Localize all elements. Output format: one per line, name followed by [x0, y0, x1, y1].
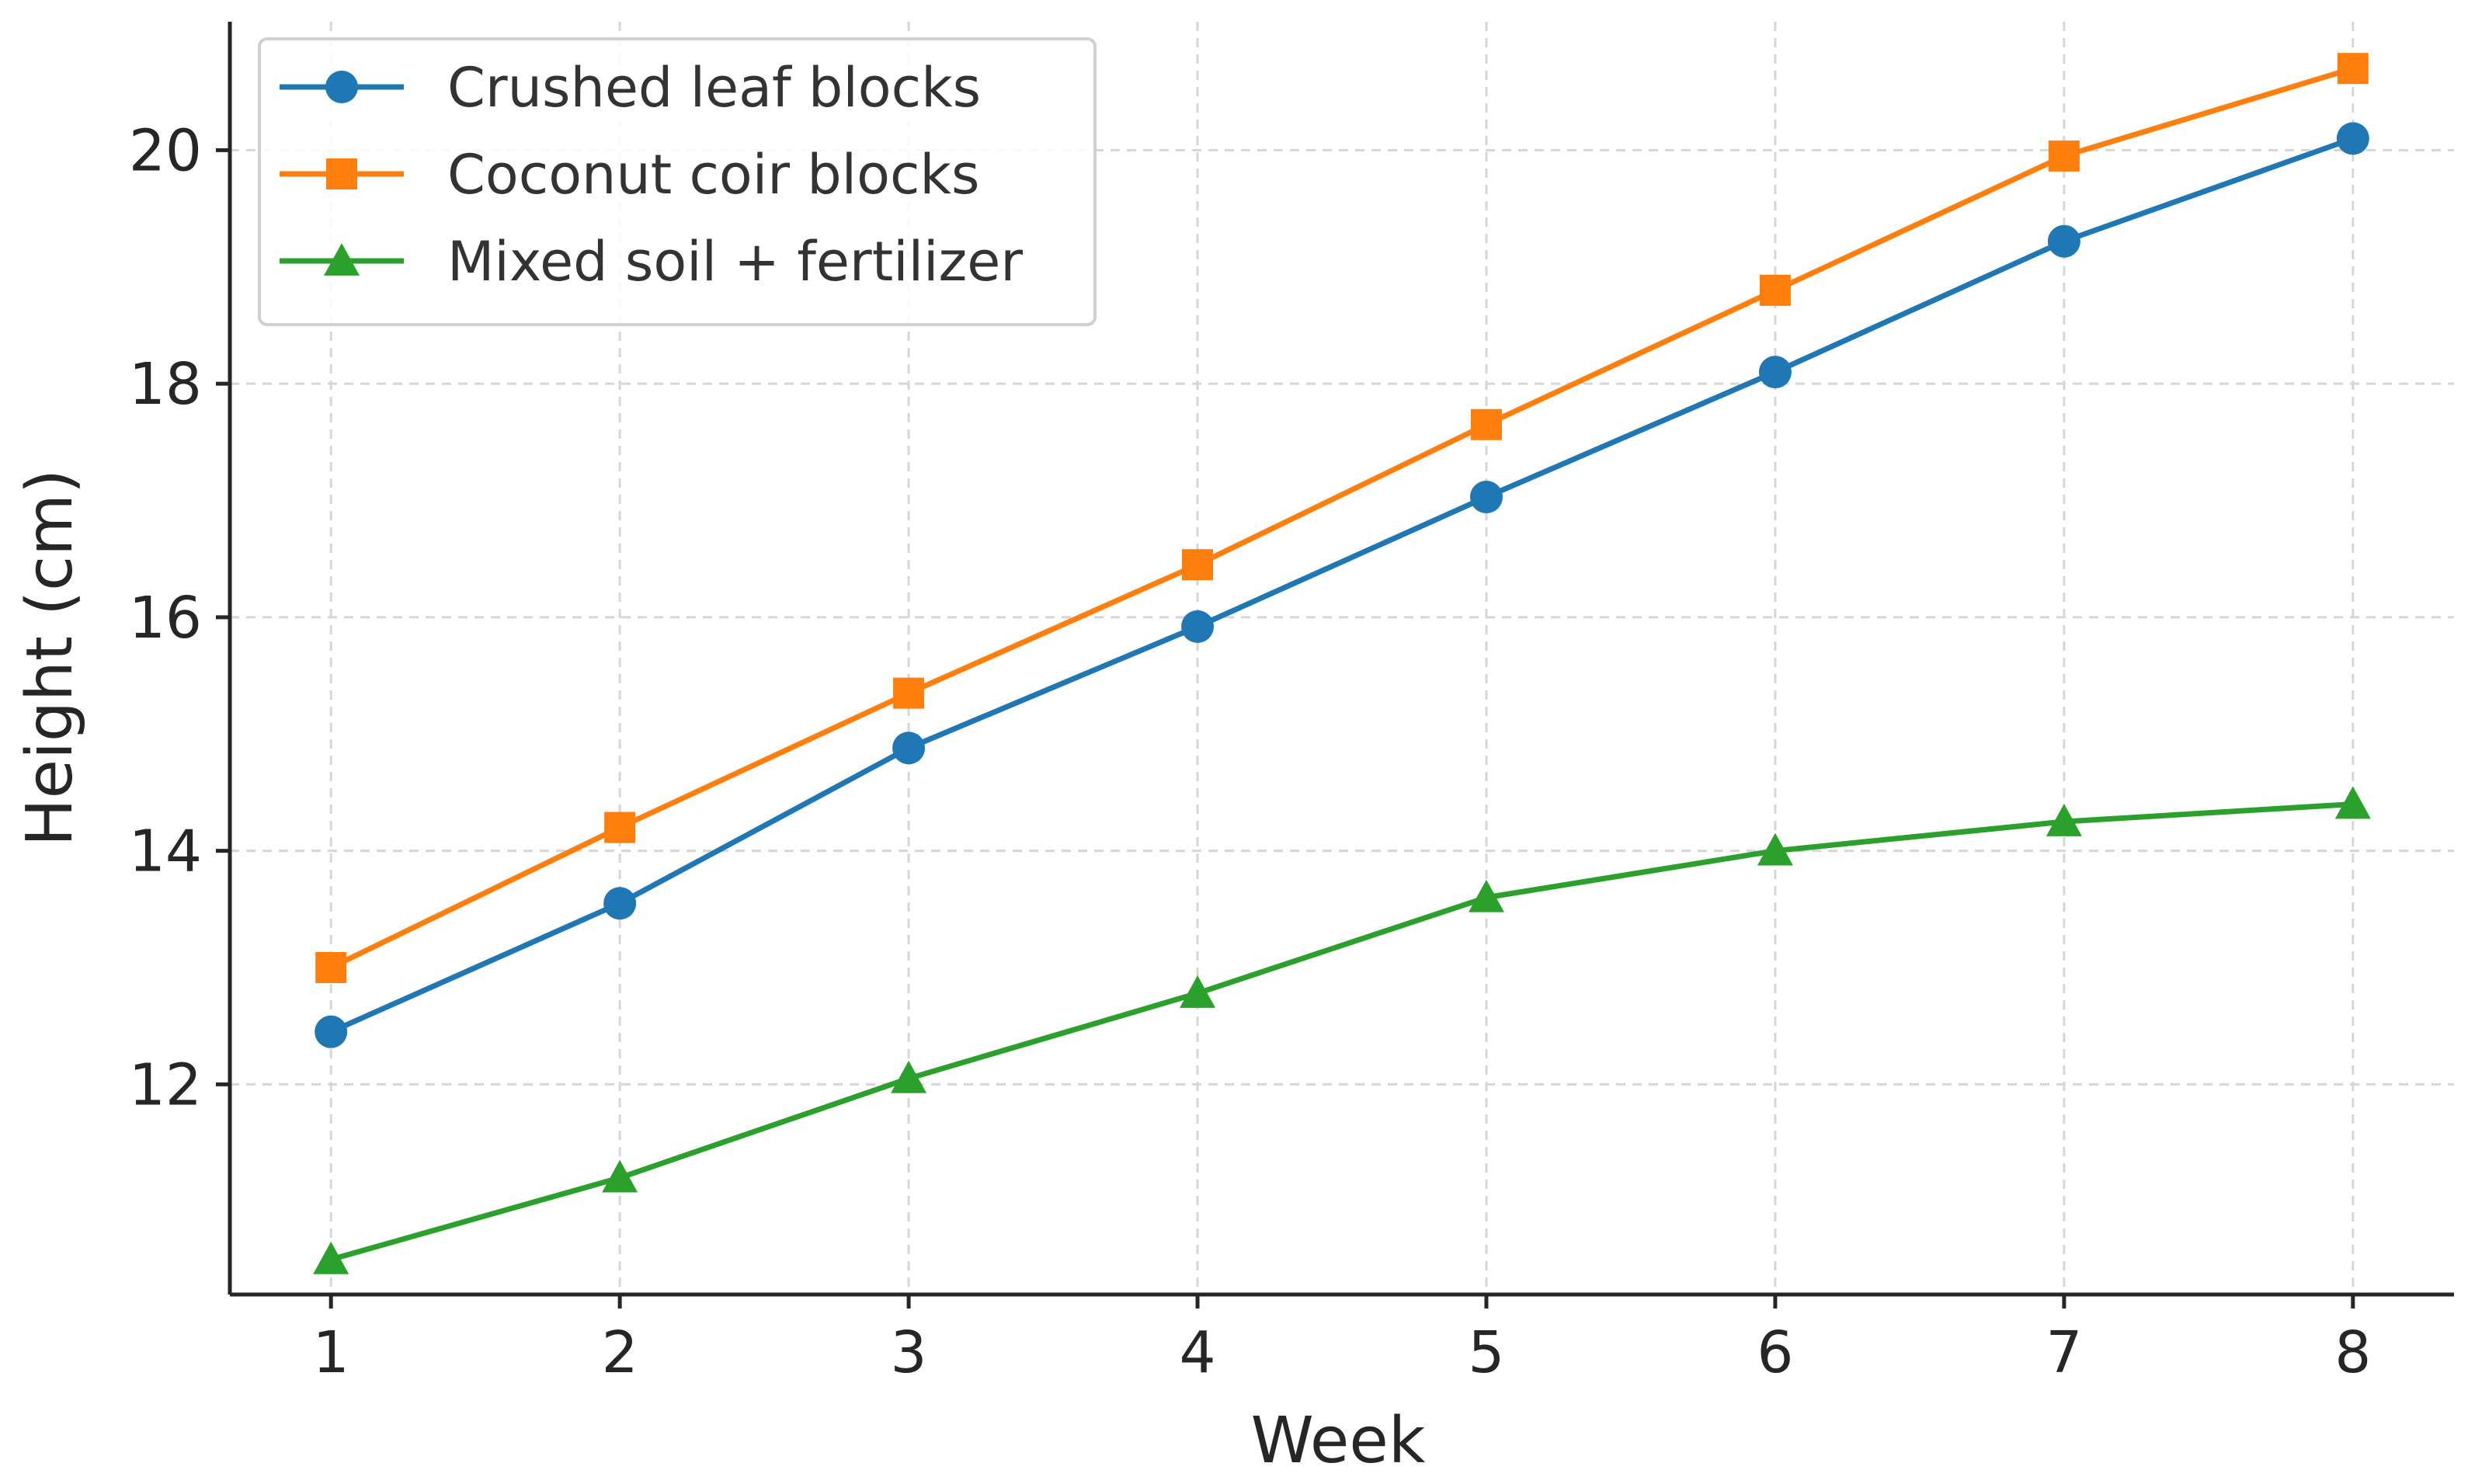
- y-tick-label: 18: [129, 351, 202, 418]
- data-point-mixed-soil-fertilizer: [891, 1060, 927, 1093]
- legend-item-coconut-coir-blocks: Coconut coir blocks: [280, 143, 979, 207]
- data-point-coconut-coir-blocks: [315, 951, 347, 983]
- data-point-coconut-coir-blocks: [2048, 140, 2080, 172]
- data-point-mixed-soil-fertilizer: [1180, 975, 1216, 1008]
- series-line-mixed-soil-fertilizer: [330, 801, 2354, 1263]
- data-point-coconut-coir-blocks: [1759, 274, 1791, 306]
- y-tick-label: 14: [129, 818, 202, 885]
- data-point-mixed-soil-fertilizer: [602, 1159, 638, 1193]
- x-tick-label: 2: [602, 1319, 638, 1386]
- data-point-crushed-leaf-blocks: [315, 1015, 348, 1048]
- data-point-coconut-coir-blocks: [1182, 549, 1214, 581]
- data-point-crushed-leaf-blocks: [603, 887, 637, 920]
- legend-item-mixed-soil-fertilizer: Mixed soil + fertilizer: [280, 230, 1023, 294]
- legend-label: Crushed leaf blocks: [447, 56, 981, 120]
- x-tick-label: 3: [891, 1319, 927, 1386]
- series-mixed-soil-fertilizer: [313, 786, 2371, 1274]
- x-tick-label: 5: [1468, 1319, 1504, 1386]
- series-line-crushed-leaf-blocks: [329, 136, 2354, 1034]
- data-point-coconut-coir-blocks: [1470, 408, 1502, 440]
- x-tick-label: 7: [2046, 1319, 2082, 1386]
- data-point-coconut-coir-blocks: [604, 812, 636, 843]
- legend-marker-coconut-coir-blocks: [326, 158, 357, 189]
- x-axis-title: Week: [1251, 1404, 1426, 1478]
- data-point-crushed-leaf-blocks: [1181, 610, 1215, 643]
- data-point-mixed-soil-fertilizer: [2046, 804, 2082, 836]
- legend: Crushed leaf blocks Coconut coir blocks Mi…: [258, 37, 1097, 326]
- series-group: [313, 53, 2371, 1274]
- series-crushed-leaf-blocks: [315, 122, 2369, 1048]
- axes: [228, 22, 2454, 1297]
- x-tick-label: 1: [313, 1319, 349, 1386]
- y-tick-label: 20: [129, 117, 202, 184]
- data-point-crushed-leaf-blocks: [2047, 224, 2080, 258]
- legend-item-crushed-leaf-blocks: Crushed leaf blocks: [280, 56, 981, 120]
- data-point-mixed-soil-fertilizer: [1757, 832, 1793, 866]
- y-tick-label: 16: [129, 585, 202, 652]
- data-point-coconut-coir-blocks: [893, 677, 925, 709]
- x-tick-label: 8: [2334, 1319, 2371, 1386]
- data-point-mixed-soil-fertilizer: [313, 1241, 349, 1274]
- legend-marker-mixed-soil-fertilizer: [324, 243, 360, 276]
- legend-label: Coconut coir blocks: [447, 143, 979, 207]
- data-point-crushed-leaf-blocks: [1469, 480, 1503, 513]
- legend-marker-crushed-leaf-blocks: [325, 71, 358, 103]
- data-point-crushed-leaf-blocks: [2336, 122, 2369, 155]
- legend-box: [258, 37, 1097, 326]
- data-point-mixed-soil-fertilizer: [1468, 879, 1504, 912]
- series-coconut-coir-blocks: [315, 53, 2369, 983]
- data-point-coconut-coir-blocks: [2337, 53, 2369, 85]
- data-point-crushed-leaf-blocks: [892, 732, 926, 765]
- data-point-mixed-soil-fertilizer: [2334, 786, 2371, 819]
- x-tick-label: 6: [1757, 1319, 1793, 1386]
- data-point-crushed-leaf-blocks: [1758, 356, 1792, 389]
- y-axis-title: Height (cm): [13, 469, 87, 846]
- legend-label: Mixed soil + fertilizer: [447, 230, 1023, 294]
- y-tick-label: 12: [129, 1051, 202, 1118]
- x-tick-label: 4: [1179, 1319, 1215, 1386]
- series-line-coconut-coir-blocks: [329, 65, 2354, 971]
